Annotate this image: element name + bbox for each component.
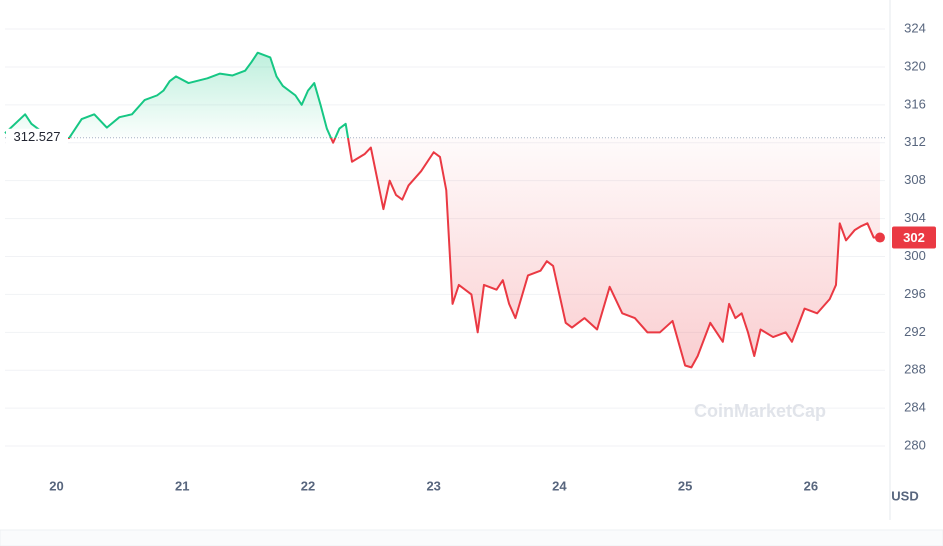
y-tick-label: 280: [904, 437, 926, 452]
area: [5, 52, 880, 368]
baseline-label-bg: [6, 128, 68, 147]
x-tick-label: 22: [301, 478, 315, 493]
watermark: CoinMarketCap: [694, 401, 826, 421]
last-price-tag: [892, 226, 936, 249]
y-tick-label: 312: [904, 134, 926, 149]
y-tick-label: 304: [904, 210, 926, 225]
x-tick-label: 25: [678, 478, 692, 493]
y-tick-label: 308: [904, 172, 926, 187]
y-tick-label: 292: [904, 324, 926, 339]
x-tick-label: 20: [49, 478, 63, 493]
y-tick-label: 320: [904, 58, 926, 73]
y-tick-label: 300: [904, 248, 926, 263]
y-tick-label: 288: [904, 362, 926, 377]
last-point: [874, 232, 885, 243]
y-axis-label: USD: [891, 488, 918, 503]
price-line: [4, 51, 880, 369]
x-tick-label: 21: [175, 478, 189, 493]
x-tick-label: 26: [804, 478, 818, 493]
navigator-strip: [0, 529, 943, 546]
baseline-label: 312.527: [14, 129, 61, 144]
y-tick-label: 284: [904, 400, 926, 415]
y-tick-label: 296: [904, 286, 926, 301]
y-tick-label: 324: [904, 20, 926, 35]
x-tick-label: 23: [426, 478, 440, 493]
last-price-label: 302: [903, 230, 925, 245]
y-tick-label: 316: [904, 96, 926, 111]
x-tick-label: 24: [552, 478, 567, 493]
